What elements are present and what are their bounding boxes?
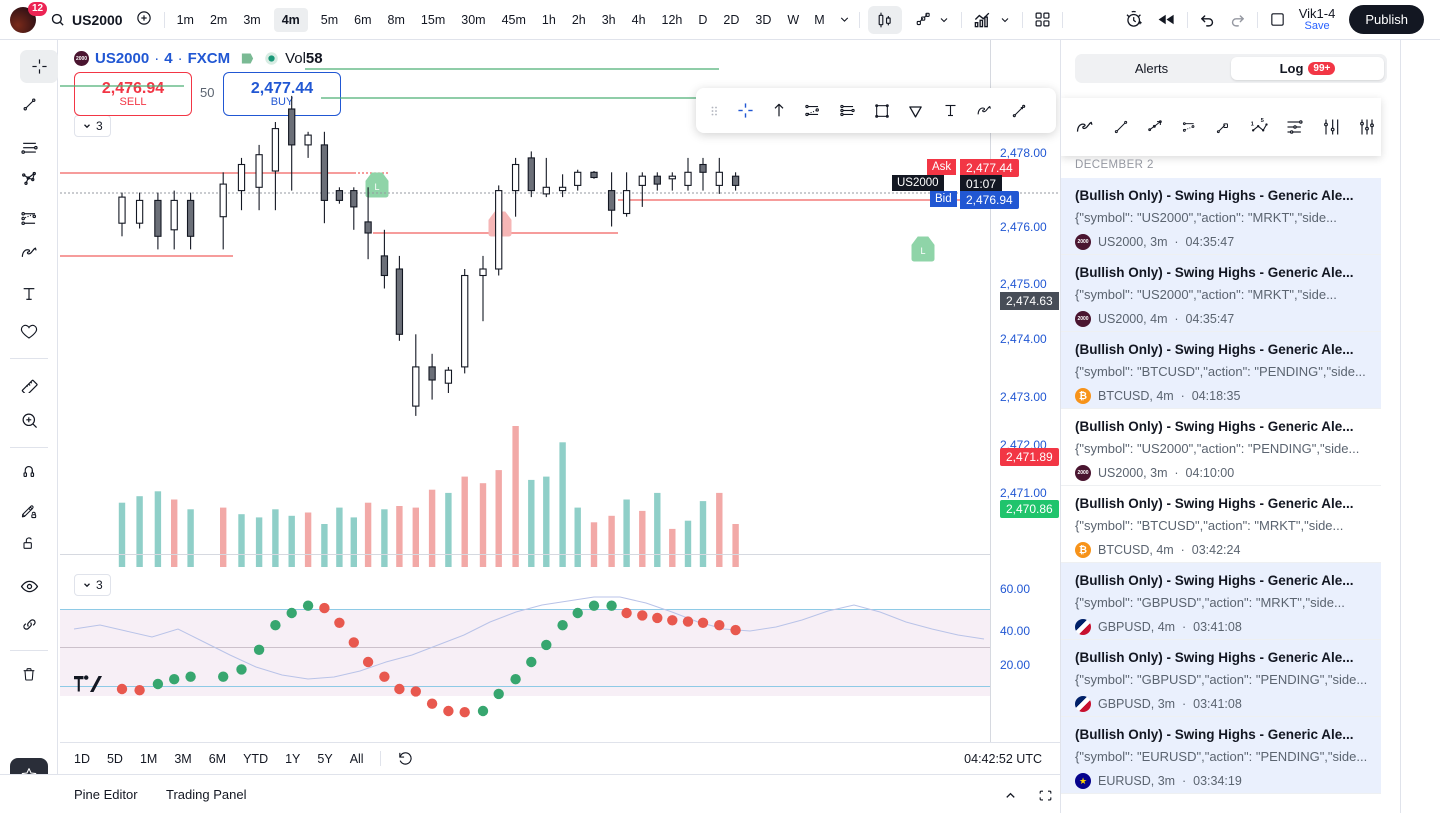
svg-text:L: L (920, 246, 925, 256)
svg-text:5: 5 (1261, 118, 1265, 124)
svg-text:1: 1 (1251, 121, 1255, 127)
svg-text:L: L (374, 182, 379, 192)
